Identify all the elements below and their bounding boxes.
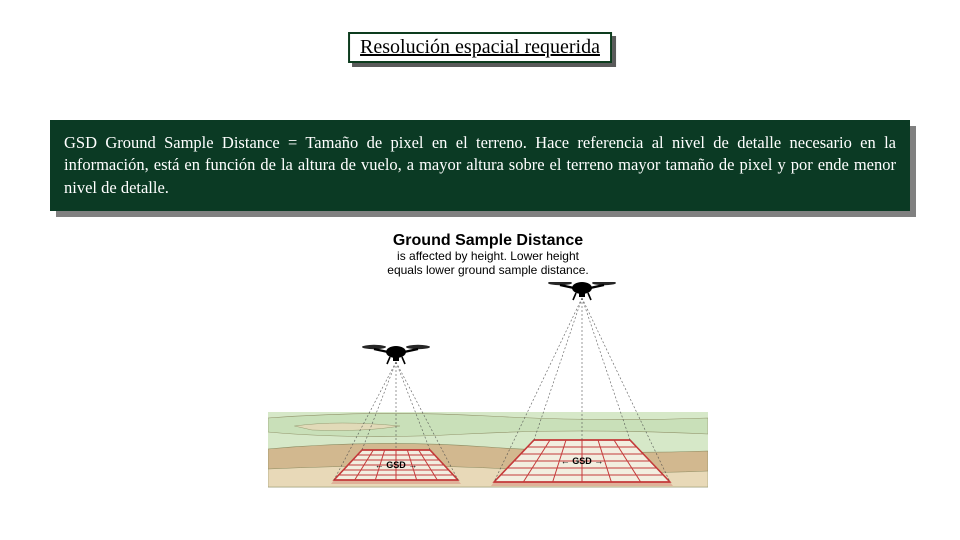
title-box: Resolución espacial requerida bbox=[348, 32, 612, 63]
title-container: Resolución espacial requerida bbox=[348, 32, 612, 63]
svg-text:← GSD →: ← GSD → bbox=[561, 456, 604, 466]
diagram-title-line2: is affected by height. Lower height bbox=[268, 250, 708, 264]
diagram-title-line1: Ground Sample Distance bbox=[268, 232, 708, 250]
description-text: GSD Ground Sample Distance = Tamaño de p… bbox=[64, 132, 896, 199]
svg-text:← GSD →: ← GSD → bbox=[375, 460, 418, 470]
diagram-title: Ground Sample Distance is affected by he… bbox=[268, 232, 708, 278]
slide-title: Resolución espacial requerida bbox=[360, 36, 600, 59]
description-box: GSD Ground Sample Distance = Tamaño de p… bbox=[50, 120, 910, 211]
gsd-diagram: Ground Sample Distance is affected by he… bbox=[268, 232, 708, 522]
diagram-svg: ← GSD → ← GSD → bbox=[268, 282, 708, 512]
diagram-title-line3: equals lower ground sample distance. bbox=[268, 264, 708, 278]
description-container: GSD Ground Sample Distance = Tamaño de p… bbox=[50, 120, 910, 211]
